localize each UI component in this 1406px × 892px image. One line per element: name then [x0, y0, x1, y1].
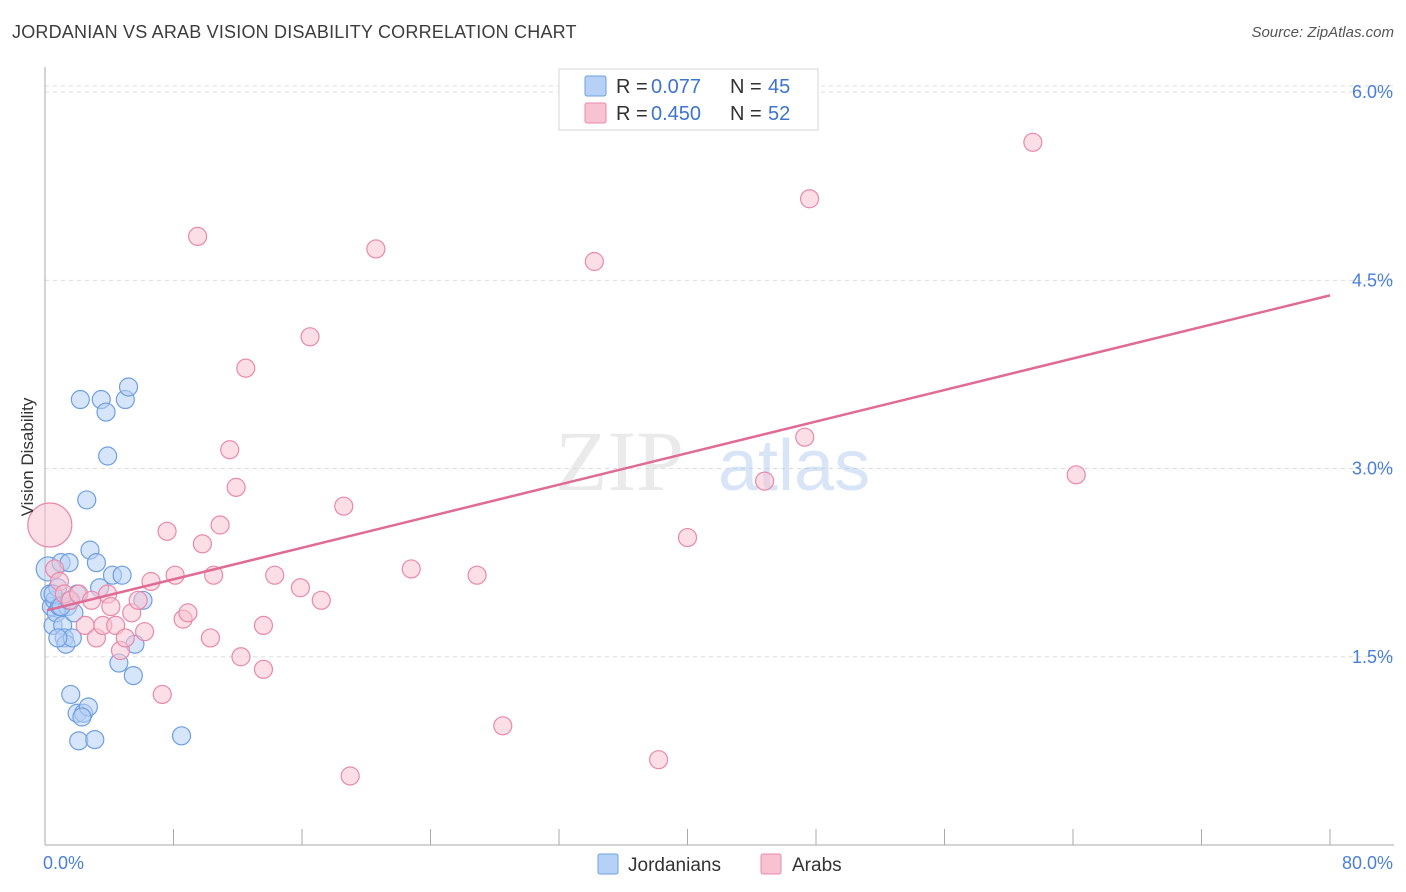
- point-arabs-25[interactable]: [192, 534, 213, 554]
- point-arabs-40[interactable]: [340, 766, 360, 786]
- point-arabs-52[interactable]: [1066, 465, 1086, 485]
- axes-layer: [44, 67, 1394, 846]
- point-arabs-20[interactable]: [157, 521, 177, 541]
- point-arabs-51[interactable]: [1023, 132, 1043, 152]
- legend-swatch-arabs: [584, 102, 607, 124]
- point-arabs-38[interactable]: [311, 590, 331, 610]
- point-jordanians-39[interactable]: [171, 726, 192, 746]
- y-tick-label-0: 1.5%: [1352, 647, 1393, 667]
- watermark-zip: ZIP: [555, 413, 684, 509]
- chart-title: JORDANIAN VS ARAB VISION DISABILITY CORR…: [12, 22, 577, 42]
- point-jordanians-33[interactable]: [112, 565, 132, 585]
- point-arabs-18[interactable]: [141, 571, 161, 592]
- legend-n-value: 45: [768, 76, 790, 98]
- points-layer: [27, 132, 1086, 786]
- point-arabs-33[interactable]: [253, 615, 274, 636]
- bottom-legend-item-arabs[interactable]: Arabs: [760, 853, 842, 876]
- watermark: ZIP atlas: [555, 413, 870, 509]
- point-arabs-43[interactable]: [467, 565, 487, 585]
- legend-r-label: R =: [616, 103, 648, 125]
- bottom-legend-swatch-jordanians: [597, 853, 619, 875]
- legend-n-label: N =: [730, 76, 762, 98]
- point-arabs-39[interactable]: [334, 496, 354, 516]
- x-tick-label-min: 0.0%: [43, 853, 84, 873]
- point-jordanians-43[interactable]: [72, 707, 92, 727]
- point-arabs-17[interactable]: [134, 622, 155, 642]
- point-arabs-35[interactable]: [265, 565, 285, 585]
- point-arabs-47[interactable]: [677, 527, 698, 548]
- legend-row-jordanians: R = 0.077 N = 45: [584, 75, 790, 98]
- point-jordanians-14[interactable]: [61, 684, 81, 705]
- point-arabs-48[interactable]: [754, 471, 775, 491]
- y-tick-label-2: 4.5%: [1352, 270, 1393, 290]
- point-arabs-16[interactable]: [128, 590, 148, 610]
- point-arabs-49[interactable]: [799, 189, 820, 209]
- legend-box: R = 0.077 N = 45 R = 0.450 N = 52: [558, 68, 819, 131]
- point-jordanians-30[interactable]: [98, 446, 118, 466]
- point-jordanians-18[interactable]: [69, 731, 89, 751]
- point-arabs-36[interactable]: [290, 578, 310, 598]
- trend-layer: [46, 294, 1331, 612]
- point-jordanians-36[interactable]: [123, 665, 143, 686]
- bottom-legend-label-arabs: Arabs: [792, 855, 842, 876]
- point-arabs-29[interactable]: [220, 440, 240, 460]
- legend-n-label: N =: [730, 103, 762, 125]
- legend-swatch-jordanians: [584, 75, 607, 97]
- point-jordanians-29[interactable]: [96, 402, 116, 422]
- point-jordanians-25[interactable]: [85, 729, 105, 750]
- point-arabs-46[interactable]: [648, 750, 669, 770]
- point-jordanians-35[interactable]: [118, 377, 139, 397]
- y-axis-label: Vision Disability: [18, 397, 37, 516]
- chart-source: Source: ZipAtlas.com: [1251, 24, 1394, 41]
- point-arabs-30[interactable]: [226, 477, 246, 497]
- point-arabs-24[interactable]: [187, 226, 208, 247]
- bottom-legend-item-jordanians[interactable]: Jordanians: [597, 853, 721, 876]
- point-arabs-11[interactable]: [101, 596, 121, 617]
- point-jordanians-26[interactable]: [86, 553, 107, 573]
- point-arabs-23[interactable]: [178, 603, 198, 623]
- point-arabs-0[interactable]: [27, 502, 73, 548]
- point-arabs-14[interactable]: [115, 628, 135, 648]
- bottom-legend: Jordanians Arabs: [597, 853, 842, 876]
- point-arabs-31[interactable]: [231, 647, 251, 667]
- legend-r-value: 0.450: [651, 103, 701, 125]
- point-jordanians-22[interactable]: [77, 490, 97, 510]
- bottom-legend-swatch-arabs: [760, 853, 782, 875]
- legend-r-label: R =: [616, 76, 648, 98]
- legend-r-value: 0.077: [651, 76, 701, 98]
- legend-n-value: 52: [768, 103, 790, 125]
- point-arabs-28[interactable]: [210, 515, 230, 535]
- point-arabs-26[interactable]: [200, 628, 221, 648]
- point-arabs-44[interactable]: [493, 716, 513, 736]
- ticks-layer: 1.5% 3.0% 4.5% 6.0% 0.0% 80.0%: [43, 82, 1393, 873]
- watermark-atlas: atlas: [718, 426, 870, 506]
- y-tick-label-3: 6.0%: [1352, 82, 1393, 102]
- point-arabs-32[interactable]: [236, 358, 256, 378]
- point-jordanians-42[interactable]: [48, 628, 68, 648]
- point-arabs-42[interactable]: [401, 559, 421, 579]
- trendline-arabs: [46, 294, 1331, 612]
- point-arabs-37[interactable]: [300, 327, 320, 347]
- point-arabs-45[interactable]: [584, 251, 604, 272]
- point-arabs-34[interactable]: [253, 659, 274, 679]
- x-tick-label-max: 80.0%: [1342, 853, 1393, 873]
- legend-row-arabs: R = 0.450 N = 52: [584, 102, 790, 125]
- point-jordanians-20[interactable]: [70, 389, 90, 410]
- point-arabs-19[interactable]: [152, 684, 172, 705]
- y-tick-label-1: 3.0%: [1352, 459, 1393, 479]
- point-arabs-41[interactable]: [366, 239, 386, 259]
- bottom-legend-label-jordanians: Jordanians: [628, 855, 721, 876]
- point-arabs-50[interactable]: [795, 427, 815, 447]
